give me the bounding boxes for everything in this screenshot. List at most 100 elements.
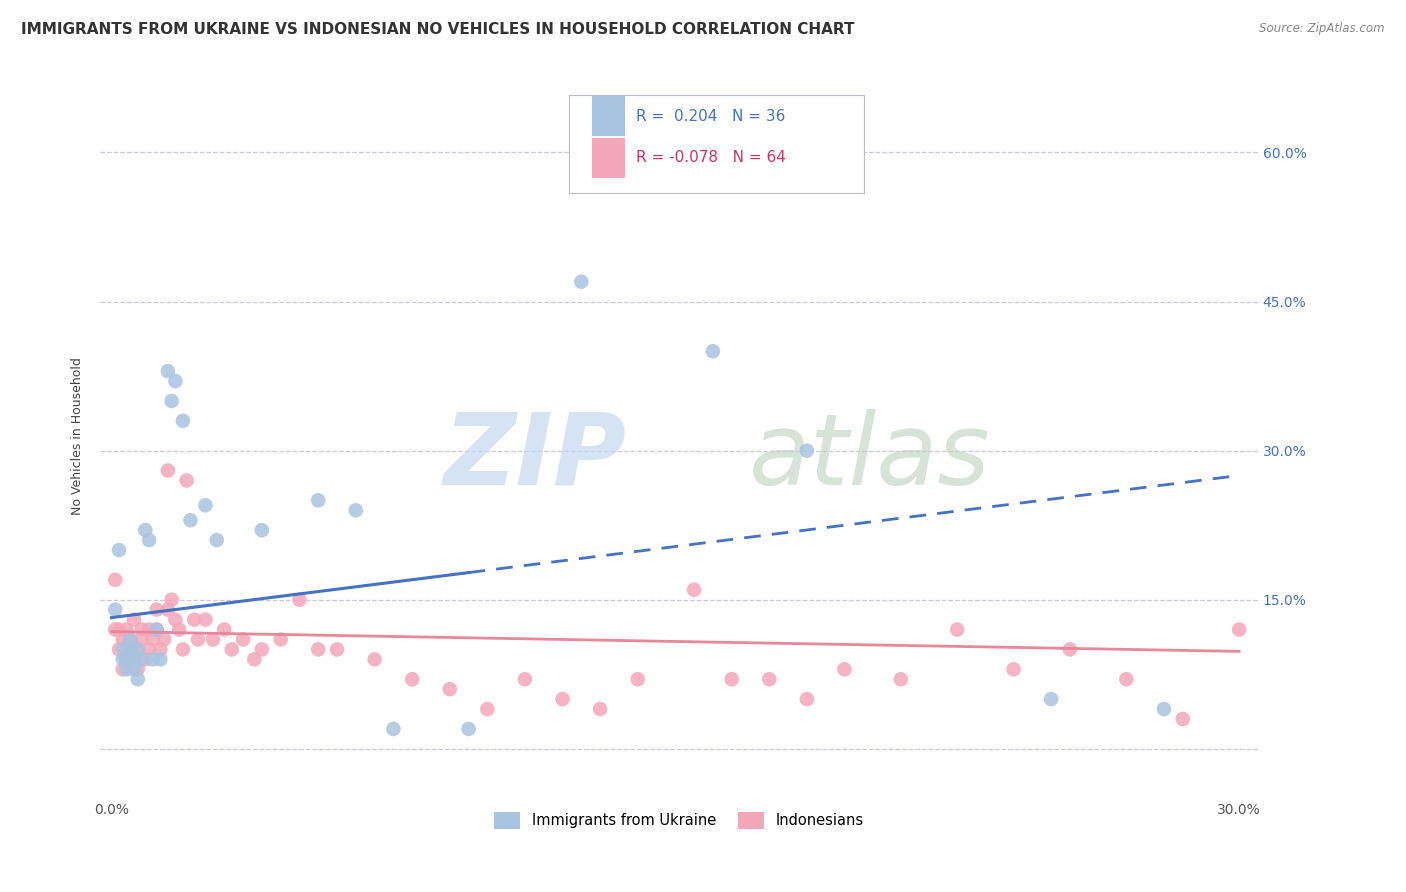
Point bbox=[946, 623, 969, 637]
Text: R = -0.078   N = 64: R = -0.078 N = 64 bbox=[637, 150, 786, 165]
Point bbox=[108, 543, 131, 558]
Point bbox=[758, 672, 780, 686]
Point bbox=[513, 672, 536, 686]
Point bbox=[122, 652, 145, 666]
Point bbox=[138, 533, 160, 547]
Text: Source: ZipAtlas.com: Source: ZipAtlas.com bbox=[1260, 22, 1385, 36]
Point bbox=[104, 602, 127, 616]
Point bbox=[250, 642, 273, 657]
Point bbox=[221, 642, 243, 657]
Point bbox=[134, 523, 156, 537]
Point bbox=[589, 702, 612, 716]
Point bbox=[120, 642, 142, 657]
Point bbox=[1059, 642, 1081, 657]
Point bbox=[890, 672, 912, 686]
Point bbox=[477, 702, 499, 716]
Point bbox=[127, 672, 149, 686]
Point bbox=[401, 672, 423, 686]
Point bbox=[344, 503, 367, 517]
Point bbox=[1002, 662, 1025, 676]
Point bbox=[120, 642, 142, 657]
Legend: Immigrants from Ukraine, Indonesians: Immigrants from Ukraine, Indonesians bbox=[488, 806, 870, 835]
Point bbox=[165, 374, 187, 388]
Point bbox=[108, 623, 131, 637]
Point bbox=[122, 662, 145, 676]
Point bbox=[104, 573, 127, 587]
Point bbox=[243, 652, 266, 666]
Point bbox=[796, 443, 818, 458]
Point bbox=[156, 364, 179, 378]
Point bbox=[131, 623, 153, 637]
Point bbox=[104, 623, 127, 637]
Point bbox=[149, 642, 172, 657]
Point bbox=[145, 623, 167, 637]
Point bbox=[683, 582, 706, 597]
Point bbox=[172, 642, 194, 657]
Point bbox=[160, 592, 183, 607]
Point bbox=[569, 275, 592, 289]
Point bbox=[108, 642, 131, 657]
FancyBboxPatch shape bbox=[592, 137, 624, 178]
Point bbox=[115, 652, 138, 666]
Point bbox=[270, 632, 292, 647]
Point bbox=[167, 623, 190, 637]
Point bbox=[127, 642, 149, 657]
Point bbox=[382, 722, 405, 736]
Point bbox=[1115, 672, 1137, 686]
Point bbox=[120, 632, 142, 647]
Point bbox=[131, 652, 153, 666]
Point bbox=[138, 642, 160, 657]
Point bbox=[176, 474, 198, 488]
Point bbox=[201, 632, 224, 647]
Point bbox=[111, 642, 134, 657]
Point bbox=[551, 692, 574, 706]
Point bbox=[232, 632, 254, 647]
Text: R =  0.204   N = 36: R = 0.204 N = 36 bbox=[637, 109, 786, 123]
Point bbox=[149, 652, 172, 666]
Point bbox=[212, 623, 235, 637]
Point bbox=[363, 652, 385, 666]
Point bbox=[111, 652, 134, 666]
Point bbox=[796, 692, 818, 706]
Point bbox=[165, 613, 187, 627]
Point bbox=[702, 344, 724, 359]
Text: atlas: atlas bbox=[748, 409, 990, 506]
Point bbox=[145, 623, 167, 637]
Point bbox=[307, 493, 329, 508]
Point bbox=[1040, 692, 1063, 706]
Point bbox=[1227, 623, 1250, 637]
Point bbox=[627, 145, 650, 160]
Point bbox=[111, 662, 134, 676]
Point bbox=[111, 632, 134, 647]
Point bbox=[160, 393, 183, 408]
Point bbox=[134, 652, 156, 666]
Point bbox=[194, 613, 217, 627]
Point bbox=[1171, 712, 1194, 726]
FancyBboxPatch shape bbox=[569, 95, 865, 193]
Point bbox=[834, 662, 856, 676]
Point bbox=[115, 623, 138, 637]
Point bbox=[145, 602, 167, 616]
FancyBboxPatch shape bbox=[592, 96, 624, 136]
Point bbox=[156, 602, 179, 616]
Point bbox=[138, 623, 160, 637]
Point bbox=[127, 662, 149, 676]
Point bbox=[153, 632, 176, 647]
Point bbox=[1153, 702, 1175, 716]
Point bbox=[120, 632, 142, 647]
Point bbox=[627, 672, 650, 686]
Point bbox=[205, 533, 228, 547]
Point bbox=[115, 662, 138, 676]
Point bbox=[142, 652, 165, 666]
Point bbox=[142, 632, 165, 647]
Point bbox=[439, 682, 461, 697]
Y-axis label: No Vehicles in Household: No Vehicles in Household bbox=[72, 357, 84, 515]
Point bbox=[288, 592, 311, 607]
Text: ZIP: ZIP bbox=[444, 409, 627, 506]
Text: IMMIGRANTS FROM UKRAINE VS INDONESIAN NO VEHICLES IN HOUSEHOLD CORRELATION CHART: IMMIGRANTS FROM UKRAINE VS INDONESIAN NO… bbox=[21, 22, 855, 37]
Point bbox=[127, 642, 149, 657]
Point bbox=[172, 414, 194, 428]
Point bbox=[122, 613, 145, 627]
Point bbox=[457, 722, 479, 736]
Point bbox=[156, 463, 179, 477]
